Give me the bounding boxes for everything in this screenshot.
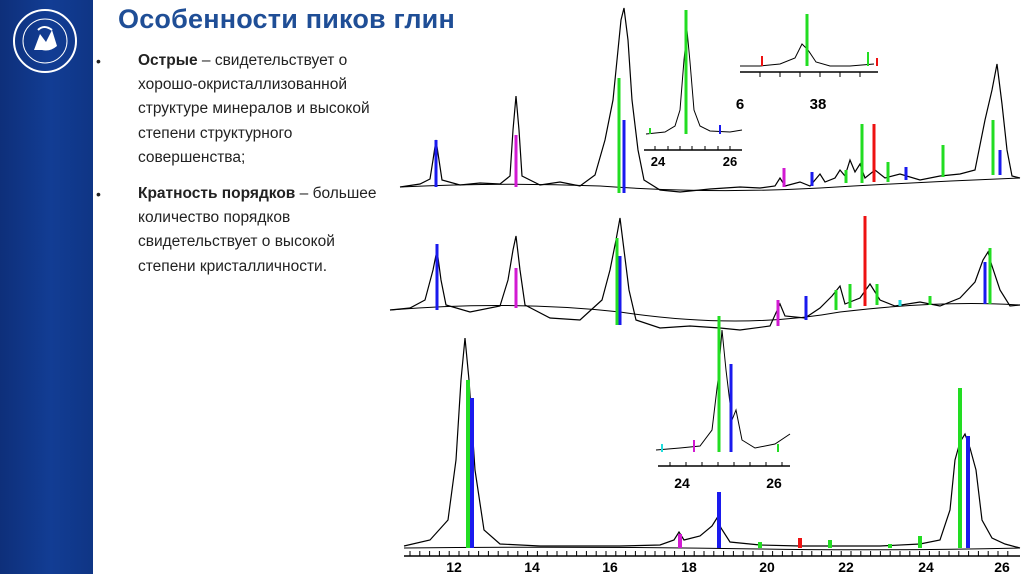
- x-tick-18: 18: [681, 559, 697, 574]
- pattern-bottom-baseline: [403, 546, 1021, 551]
- bullet-term: Кратность порядков: [138, 185, 296, 203]
- bullet-list: • Острые – свидетельствует о хорошо-окри…: [96, 49, 386, 279]
- bullet-sharp-peaks: • Острые – свидетельствует о хорошо-окри…: [96, 49, 386, 170]
- university-emblem-icon: [13, 9, 77, 73]
- x-tick-26: 26: [994, 559, 1010, 574]
- pattern-bottom-sticks: [466, 380, 970, 548]
- x-tick-14: 14: [524, 559, 540, 574]
- x-axis: 12 14 16 18 20 22 24 26: [404, 551, 1020, 574]
- x-tick-16: 16: [602, 559, 618, 574]
- pattern-bottom: 24 26 12 14 16 18 20 22 24 26: [403, 316, 1021, 574]
- sidebar: [0, 0, 93, 574]
- inset-right-curve: [740, 43, 875, 67]
- inset-top-tick-24: 24: [651, 154, 666, 169]
- bullet-text: – свидетельствует о хорошо-окристаллизов…: [138, 52, 370, 166]
- inset-bottom-tick-24: 24: [674, 475, 690, 491]
- pattern-middle-curve: [389, 217, 1021, 331]
- pattern-middle: [389, 216, 1021, 331]
- bullet-term: Острые: [138, 52, 198, 69]
- pattern-bottom-curve: [403, 337, 1021, 549]
- x-tick-12: 12: [446, 559, 462, 574]
- x-tick-20: 20: [759, 559, 775, 574]
- bullet-order-multiplicity: • Кратность порядков – большее количеств…: [96, 182, 386, 279]
- pattern-top-sticks: [434, 78, 1002, 193]
- pattern-middle-baseline: [389, 303, 1021, 322]
- x-tick-24: 24: [918, 559, 934, 574]
- inset-bottom-curve: [655, 329, 791, 451]
- bullet-dot: •: [96, 53, 101, 69]
- pattern-top: 24 26 6 38: [399, 7, 1021, 193]
- pattern-middle-sticks: [435, 216, 992, 326]
- inset-right-tick-6: 6: [736, 96, 744, 113]
- x-tick-22: 22: [838, 559, 854, 574]
- inset-top-curve: [645, 29, 743, 135]
- inset-right-tick-38: 38: [810, 96, 827, 113]
- bullet-dot: •: [96, 186, 101, 203]
- inset-top: 24 26: [644, 10, 743, 169]
- inset-right: 6 38: [736, 14, 878, 113]
- inset-bottom-tick-26: 26: [766, 475, 782, 491]
- inset-bottom: 24 26: [655, 316, 791, 491]
- xrd-diffraction-figure: 24 26 6 38: [389, 7, 1021, 574]
- bullet-text: – большее количество порядков свидетельс…: [138, 185, 377, 275]
- slide-title: Особенности пиков глин: [118, 4, 455, 34]
- inset-top-tick-26: 26: [723, 154, 737, 169]
- pattern-top-curve: [399, 7, 1021, 193]
